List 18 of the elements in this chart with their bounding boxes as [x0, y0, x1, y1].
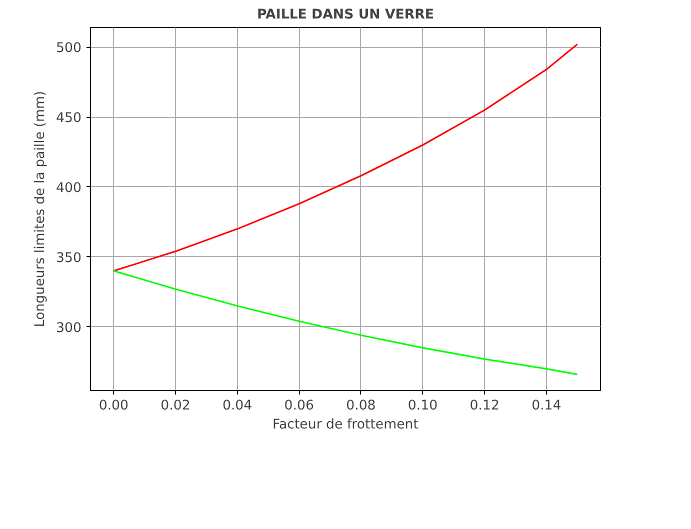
y-tick-label: 500: [56, 41, 82, 56]
x-tick-label: 0.12: [470, 398, 500, 414]
y-tick-label: 400: [56, 180, 82, 196]
x-tick-label: 0.02: [160, 398, 190, 414]
y-tick-label: 350: [56, 250, 82, 266]
chart-title: PAILLE DANS UN VERRE: [257, 8, 434, 22]
line-series: [112, 43, 578, 272]
x-tick-label: 0.10: [408, 398, 438, 414]
y-tick-label: 450: [56, 111, 82, 126]
line-series: [112, 270, 578, 376]
x-tick-label: 0.06: [284, 398, 314, 414]
x-tick-label: 0.04: [222, 398, 252, 414]
x-axis-title: Facteur de frottement: [272, 418, 418, 432]
x-tick-label: 0.14: [532, 398, 562, 414]
y-axis-title: Longueurs limites de la paille (mm): [33, 90, 48, 328]
x-tick-label: 0.08: [346, 398, 376, 414]
x-tick-label: 0.00: [98, 398, 129, 414]
y-tick-label: 300: [56, 320, 82, 336]
